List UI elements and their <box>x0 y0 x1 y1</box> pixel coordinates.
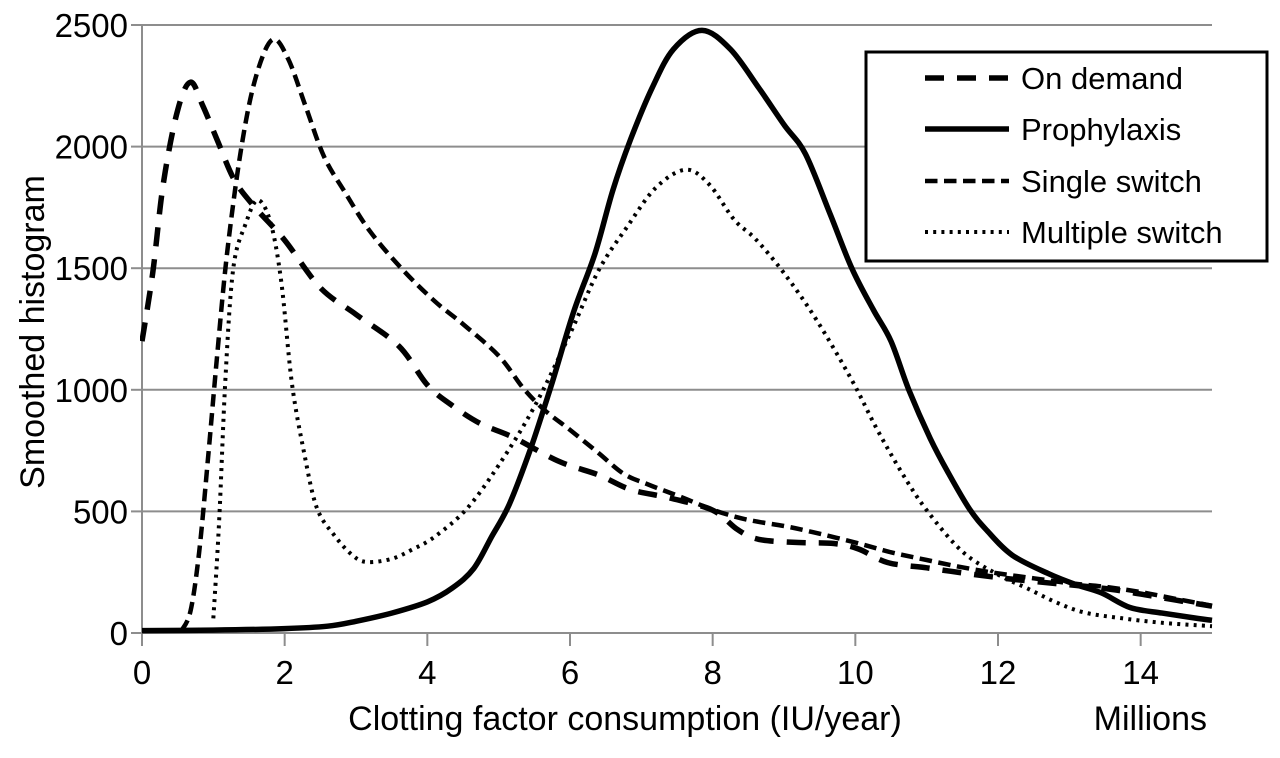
x-tick-label: 12 <box>980 654 1017 691</box>
y-tick-label: 500 <box>73 493 128 530</box>
y-tick-label: 0 <box>110 615 128 652</box>
legend-row: Prophylaxis <box>925 112 1181 147</box>
x-axis-title: Clotting factor consumption (IU/year) <box>348 700 902 738</box>
x-tick-label: 4 <box>418 654 436 691</box>
y-axis-title: Smoothed histogram <box>14 175 52 489</box>
series-line-single-switch <box>179 36 1213 633</box>
x-tick-label: 0 <box>133 654 151 691</box>
y-tick-label: 1000 <box>55 372 128 409</box>
x-tick-label: 8 <box>703 654 721 691</box>
legend-label-multiple-switch: Multiple switch <box>1021 215 1223 250</box>
series-line-on-demand <box>140 79 1213 609</box>
legend-label-single-switch: Single switch <box>1021 164 1202 199</box>
x-tick-label: 2 <box>275 654 293 691</box>
series-line-prophylaxis <box>141 27 1213 634</box>
legend-row: On demand <box>925 61 1183 96</box>
x-axis-unit-label: Millions <box>1094 700 1207 738</box>
tick-labels: 0 500 1000 1500 2000 2500 0 2 4 6 8 10 12 14 <box>55 7 1159 691</box>
x-tick-label: 10 <box>837 654 874 691</box>
legend-row: Single switch <box>925 164 1202 199</box>
legend-row: Multiple switch <box>925 215 1223 250</box>
legend-label-on-demand: On demand <box>1021 61 1183 96</box>
x-tick-label: 6 <box>561 654 579 691</box>
y-tick-label: 1500 <box>55 250 128 287</box>
legend-box <box>864 50 1269 263</box>
y-tick-label: 2500 <box>55 7 128 44</box>
x-tick-label: 14 <box>1122 654 1159 691</box>
legend: On demand Prophylaxis Single switch Mult… <box>864 50 1269 263</box>
series-layer <box>140 27 1213 634</box>
y-tick-label: 2000 <box>55 129 128 166</box>
legend-label-prophylaxis: Prophylaxis <box>1021 112 1181 147</box>
series-line-multiple-switch <box>211 167 1213 629</box>
